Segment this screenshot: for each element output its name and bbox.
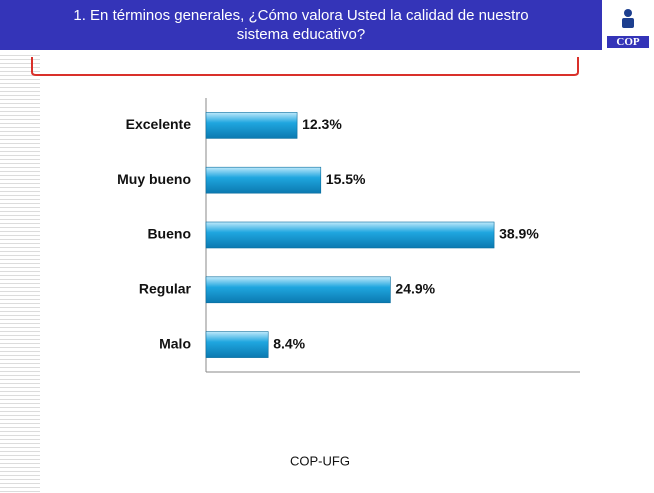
- highlight-bracket: [31, 57, 579, 76]
- y-tick-label: Malo: [159, 335, 191, 351]
- bar: [205, 112, 298, 139]
- logo-icon: [622, 9, 634, 28]
- data-label: 12.3%: [302, 116, 342, 132]
- bar: [205, 331, 269, 358]
- title: 1. En términos generales, ¿Cómo valora U…: [73, 7, 529, 43]
- data-label: 24.9%: [395, 281, 435, 297]
- y-tick-label: Bueno: [147, 226, 191, 242]
- margin-stripes: [0, 52, 40, 493]
- source: COP-UFG: [290, 453, 350, 468]
- data-label: 8.4%: [273, 335, 305, 351]
- y-tick-label: Regular: [139, 281, 192, 297]
- logo: COP: [607, 4, 649, 48]
- bar: [205, 221, 495, 249]
- data-label: 38.9%: [499, 226, 539, 242]
- y-tick-label: Excelente: [126, 116, 192, 132]
- y-tick-label: Muy bueno: [117, 171, 191, 187]
- data-label: 15.5%: [326, 171, 366, 187]
- header: 1. En términos generales, ¿Cómo valora U…: [0, 0, 602, 50]
- logo-text: COP: [607, 36, 649, 48]
- bar: [205, 166, 322, 194]
- bar: [205, 276, 391, 304]
